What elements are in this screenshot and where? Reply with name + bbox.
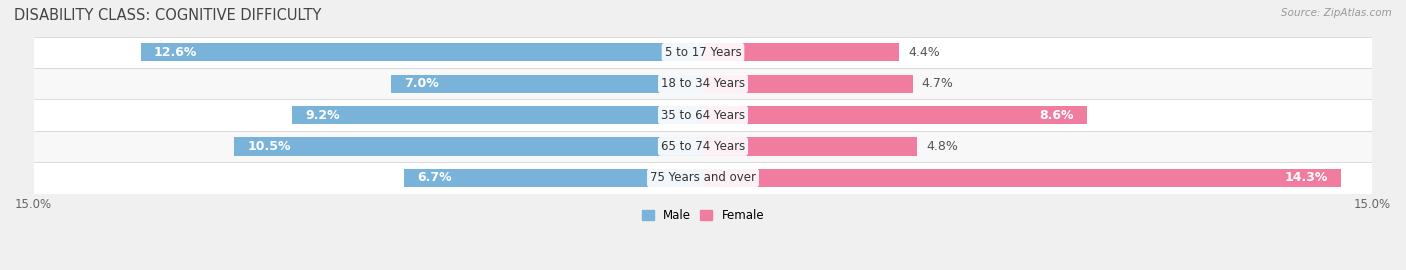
Bar bbox=[34, 68, 1372, 99]
Bar bbox=[34, 37, 1372, 68]
Text: 5 to 17 Years: 5 to 17 Years bbox=[665, 46, 741, 59]
Bar bbox=[404, 169, 703, 187]
Bar bbox=[292, 106, 703, 124]
Text: Source: ZipAtlas.com: Source: ZipAtlas.com bbox=[1281, 8, 1392, 18]
Bar bbox=[703, 169, 1341, 187]
Bar bbox=[34, 131, 1372, 162]
Text: 65 to 74 Years: 65 to 74 Years bbox=[661, 140, 745, 153]
Bar bbox=[703, 75, 912, 93]
Text: 8.6%: 8.6% bbox=[1039, 109, 1073, 122]
Bar bbox=[235, 137, 703, 156]
Text: 12.6%: 12.6% bbox=[155, 46, 197, 59]
Bar bbox=[703, 106, 1087, 124]
Bar bbox=[391, 75, 703, 93]
Bar bbox=[703, 137, 917, 156]
Text: 9.2%: 9.2% bbox=[305, 109, 340, 122]
Text: 7.0%: 7.0% bbox=[404, 77, 439, 90]
Bar bbox=[34, 99, 1372, 131]
Text: DISABILITY CLASS: COGNITIVE DIFFICULTY: DISABILITY CLASS: COGNITIVE DIFFICULTY bbox=[14, 8, 322, 23]
Bar bbox=[34, 162, 1372, 194]
Text: 4.7%: 4.7% bbox=[922, 77, 953, 90]
Text: 35 to 64 Years: 35 to 64 Years bbox=[661, 109, 745, 122]
Legend: Male, Female: Male, Female bbox=[641, 209, 765, 222]
Text: 10.5%: 10.5% bbox=[247, 140, 291, 153]
Bar bbox=[141, 43, 703, 61]
Text: 75 Years and over: 75 Years and over bbox=[650, 171, 756, 184]
Bar bbox=[703, 43, 900, 61]
Text: 4.8%: 4.8% bbox=[927, 140, 957, 153]
Text: 6.7%: 6.7% bbox=[418, 171, 451, 184]
Text: 14.3%: 14.3% bbox=[1285, 171, 1327, 184]
Text: 18 to 34 Years: 18 to 34 Years bbox=[661, 77, 745, 90]
Text: 4.4%: 4.4% bbox=[908, 46, 941, 59]
